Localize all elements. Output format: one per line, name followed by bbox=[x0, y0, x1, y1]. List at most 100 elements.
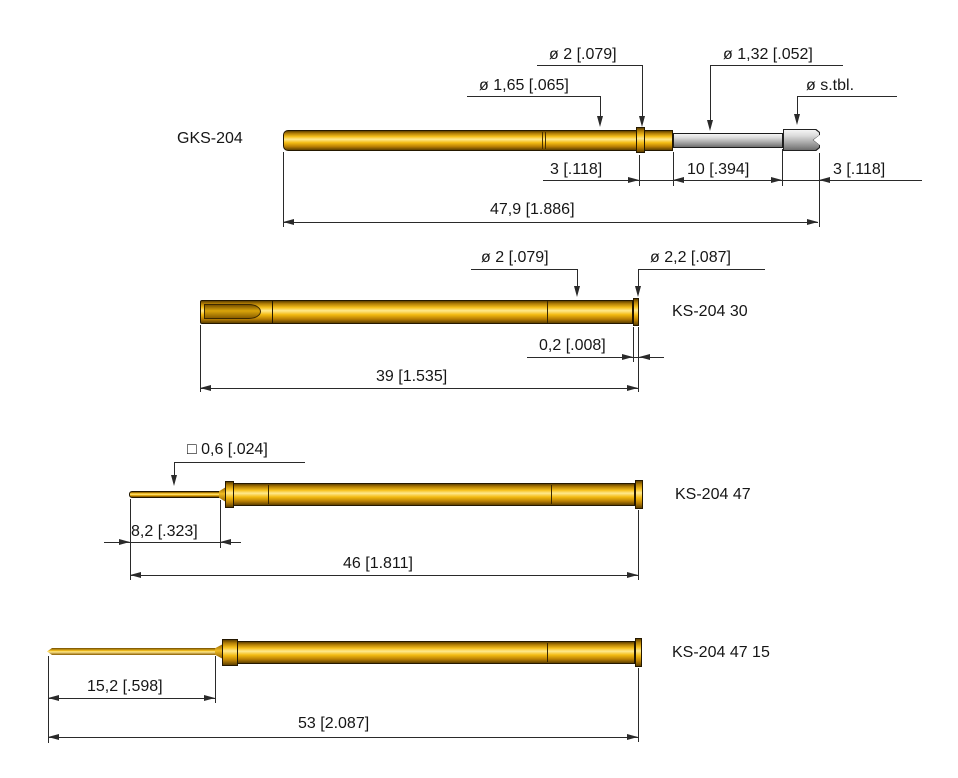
arrowhead-right-icon bbox=[627, 734, 638, 740]
part-number-label: KS-204 30 bbox=[672, 303, 748, 320]
arrowhead-left-icon bbox=[220, 539, 231, 545]
dim-label-overall: 46 [1.811] bbox=[343, 555, 413, 572]
leader-line bbox=[642, 65, 643, 116]
arrowhead-left-icon bbox=[130, 572, 141, 578]
leader-line bbox=[577, 269, 578, 286]
arrowhead-down-icon bbox=[574, 286, 580, 297]
leader-line bbox=[174, 462, 175, 475]
extension-line bbox=[200, 325, 201, 392]
arrowhead-left-icon bbox=[819, 177, 830, 183]
end-collar bbox=[635, 638, 642, 667]
tip-head-face bbox=[784, 130, 819, 150]
part-number-label: GKS-204 bbox=[177, 130, 243, 147]
dim-line bbox=[48, 737, 638, 738]
arrowhead-down-icon bbox=[794, 114, 800, 125]
arrowhead-left-icon bbox=[48, 734, 59, 740]
dim-label-step: 0,2 [.008] bbox=[539, 337, 606, 354]
leader-line bbox=[710, 65, 711, 120]
barrel bbox=[283, 130, 639, 151]
arrowhead-down-icon bbox=[639, 116, 645, 127]
extension-line bbox=[782, 149, 783, 186]
dim-line bbox=[130, 575, 638, 576]
callout-plunger-dia: ø 1,32 [.052] bbox=[723, 46, 813, 63]
arrowhead-left-icon bbox=[673, 177, 684, 183]
dim-label-overall: 39 [1.535] bbox=[376, 368, 448, 385]
arrowhead-right-icon bbox=[204, 695, 215, 701]
arrowhead-right-icon bbox=[622, 354, 633, 360]
front-collar bbox=[222, 639, 238, 666]
extension-line bbox=[638, 668, 639, 742]
tip-head bbox=[783, 129, 820, 151]
arrowhead-left-icon bbox=[48, 695, 59, 701]
barrel bbox=[237, 641, 635, 664]
arrowhead-down-icon bbox=[707, 120, 713, 131]
leader-line bbox=[600, 96, 601, 116]
leader-line bbox=[467, 96, 601, 97]
extension-line bbox=[673, 152, 674, 186]
arrowhead-right-icon bbox=[771, 177, 782, 183]
arrowhead-left-icon bbox=[200, 385, 211, 391]
end-collar bbox=[635, 480, 643, 509]
extension-line bbox=[633, 327, 634, 362]
needle-tip bbox=[47, 648, 216, 655]
dim-label-plunger: 10 [.394] bbox=[687, 161, 750, 178]
arrowhead-left-icon bbox=[283, 219, 294, 225]
leader-line bbox=[797, 96, 798, 114]
plunger bbox=[673, 133, 783, 148]
arrowhead-down-icon bbox=[635, 286, 641, 297]
barrel-joint-line bbox=[268, 485, 269, 504]
arrowhead-right-icon bbox=[627, 572, 638, 578]
dim-line bbox=[104, 542, 241, 543]
tip-cone bbox=[219, 487, 226, 502]
callout-tip-square: □ 0,6 [.024] bbox=[187, 441, 268, 458]
leader-line bbox=[174, 462, 305, 463]
head-slot bbox=[204, 304, 261, 319]
extension-line bbox=[638, 510, 639, 580]
dim-line bbox=[283, 222, 818, 223]
arrowhead-right-icon bbox=[807, 219, 818, 225]
callout-tip-dia: ø s.tbl. bbox=[806, 77, 855, 94]
dim-line bbox=[527, 357, 664, 358]
dim-label-tip: 8,2 [.323] bbox=[131, 523, 198, 540]
arrowhead-right-icon bbox=[628, 177, 639, 183]
dim-label-overall: 53 [2.087] bbox=[298, 715, 370, 732]
tip-cone bbox=[215, 644, 223, 659]
extension-line bbox=[130, 499, 131, 580]
arrowhead-down-icon bbox=[597, 116, 603, 127]
extension-line bbox=[283, 152, 284, 227]
callout-barrel-dia: ø 1,65 [.065] bbox=[479, 77, 569, 94]
barrel-joint-line bbox=[551, 485, 552, 504]
arrowhead-left-icon bbox=[639, 354, 650, 360]
callout-head-dia: ø 2,2 [.087] bbox=[650, 249, 731, 266]
leader-line bbox=[638, 269, 639, 286]
arrowhead-right-icon bbox=[627, 385, 638, 391]
part-number-label: KS-204 47 15 bbox=[672, 644, 770, 661]
leader-line bbox=[710, 65, 843, 66]
barrel-end-section bbox=[644, 130, 673, 151]
dim-line bbox=[543, 180, 922, 181]
dim-label-barrel-end: 3 [.118] bbox=[550, 161, 603, 178]
leader-line bbox=[797, 96, 897, 97]
extension-line bbox=[639, 155, 640, 186]
extension-line bbox=[819, 153, 820, 227]
callout-barrel-dia: ø 2 [.079] bbox=[481, 249, 549, 266]
leader-line bbox=[471, 269, 578, 270]
dim-line bbox=[48, 698, 215, 699]
part-number-label: KS-204 47 bbox=[675, 486, 751, 503]
dim-label-head: 3 [.118] bbox=[833, 161, 886, 178]
barrel bbox=[233, 483, 635, 506]
needle-tip bbox=[129, 491, 220, 498]
crimp-groove bbox=[542, 132, 546, 149]
dim-line bbox=[200, 388, 638, 389]
arrowhead-down-icon bbox=[171, 475, 177, 486]
barrel-joint-line bbox=[547, 643, 548, 662]
leader-line bbox=[638, 269, 765, 270]
end-collar bbox=[633, 298, 639, 326]
dim-label-tip: 15,2 [.598] bbox=[87, 678, 163, 695]
leader-line bbox=[537, 65, 643, 66]
extension-line bbox=[215, 656, 216, 703]
arrowhead-right-icon bbox=[119, 539, 130, 545]
extension-line bbox=[220, 500, 221, 548]
barrel-joint-line bbox=[547, 301, 548, 323]
